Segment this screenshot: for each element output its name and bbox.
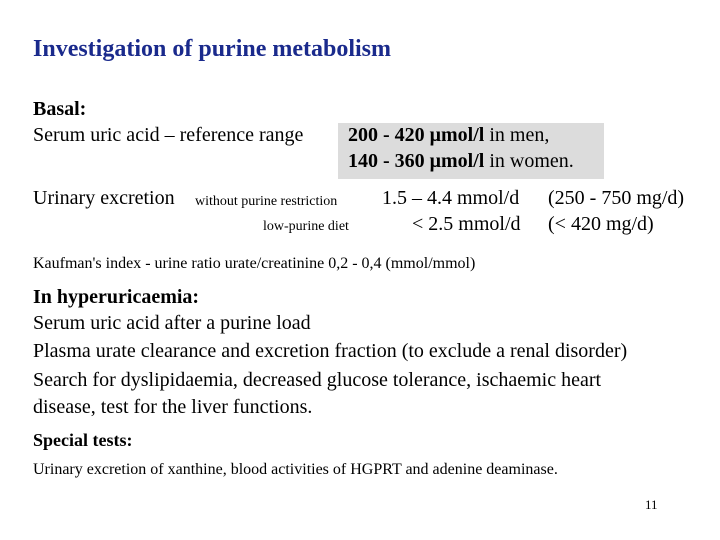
men-reference-range: 200 - 420 μmol/l in men, — [348, 124, 549, 147]
basal-heading: Basal: — [33, 98, 87, 120]
kaufman-index: Kaufman's index - urine ratio urate/crea… — [33, 255, 476, 272]
hyper-line: Plasma urate clearance and excretion fra… — [33, 340, 628, 362]
men-range-suffix: in men, — [489, 124, 550, 146]
urinary-excretion-label: Urinary excretion — [33, 187, 175, 209]
serum-uric-acid-label: Serum uric acid – reference range — [33, 124, 304, 146]
women-range-value: 140 - 360 μmol/l — [348, 150, 485, 172]
urinary-row2-value: < 2.5 mmol/d — [412, 213, 521, 235]
special-tests-heading: Special tests: — [33, 430, 133, 450]
women-range-suffix: in women. — [489, 150, 574, 172]
hyperuricaemia-heading: In hyperuricaemia: — [33, 286, 200, 308]
men-range-value: 200 - 420 μmol/l — [348, 124, 485, 146]
urinary-row1-value: 1.5 – 4.4 mmol/d — [382, 187, 520, 209]
women-reference-range: 140 - 360 μmol/l in women. — [348, 150, 574, 173]
urinary-row1-alt: (250 - 750 mg/d) — [548, 187, 685, 209]
hyper-line: Search for dyslipidaemia, decreased gluc… — [33, 369, 602, 391]
reference-range-highlight — [338, 123, 604, 179]
urinary-row1-condition: without purine restriction — [195, 194, 338, 209]
page-number: 11 — [645, 497, 658, 512]
urinary-row2-alt: (< 420 mg/d) — [548, 213, 654, 235]
special-tests-text: Urinary excretion of xanthine, blood act… — [33, 461, 558, 478]
hyper-line: disease, test for the liver functions. — [33, 396, 313, 418]
hyper-line: Serum uric acid after a purine load — [33, 312, 311, 334]
urinary-row2-condition: low-purine diet — [263, 219, 349, 234]
slide-title: Investigation of purine metabolism — [33, 36, 392, 62]
